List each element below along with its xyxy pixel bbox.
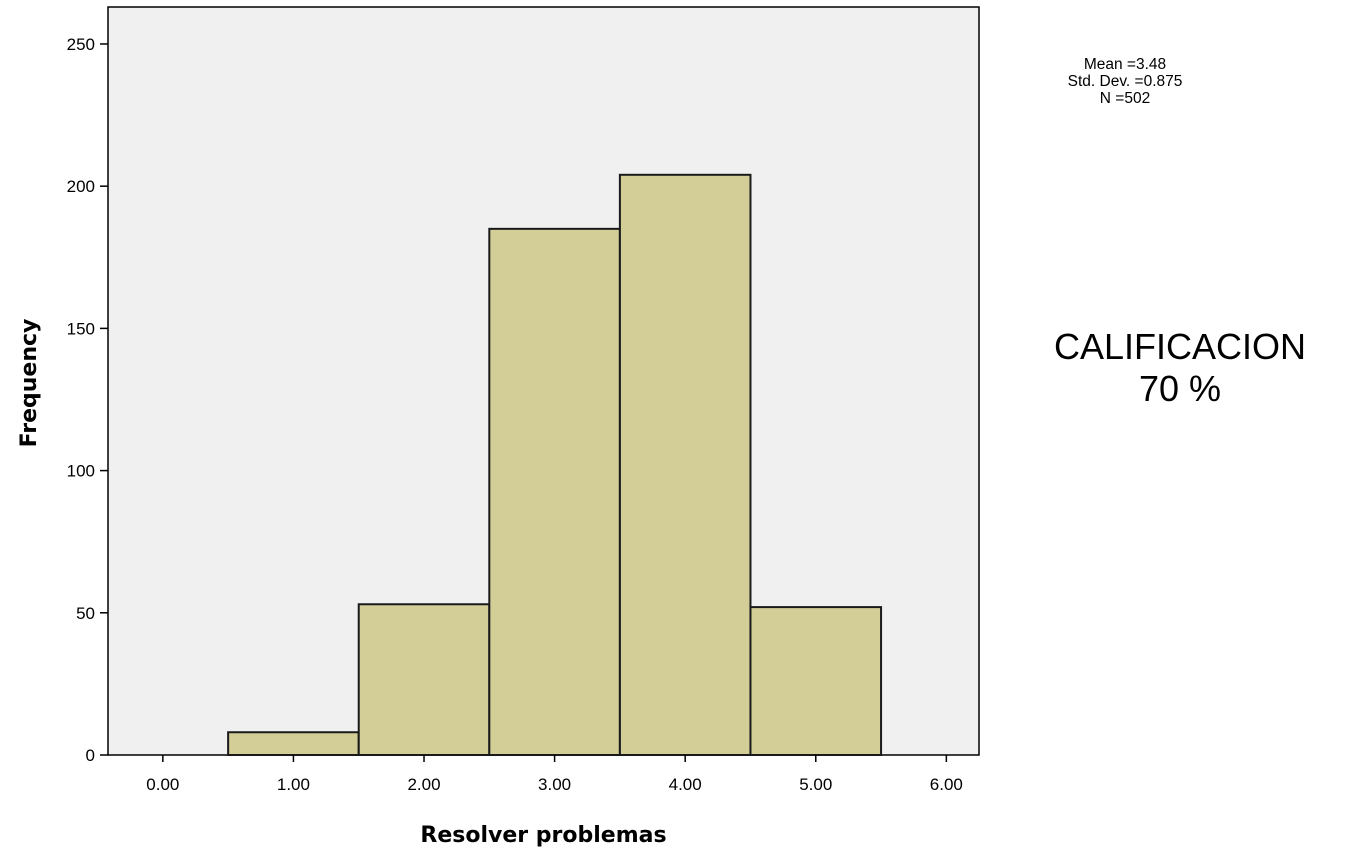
bars-group: [227, 173, 883, 756]
x-tick-label: 3.00: [538, 775, 571, 794]
x-axis-title: Resolver problemas: [420, 823, 666, 848]
x-tick-label: 2.00: [407, 775, 440, 794]
y-tick-label: 250: [67, 35, 95, 54]
statistics-legend: Mean =3.48 Std. Dev. =0.875 N =502: [1010, 56, 1240, 107]
x-axis: 0.00 1.00 2.00 3.00 4.00 5.00 6.00: [146, 755, 963, 794]
grade-annotation-title: CALIFICACION: [1053, 326, 1307, 367]
histogram-bar-1: [227, 731, 360, 756]
y-tick-label: 0: [86, 746, 95, 765]
histogram-bar-3: [488, 227, 621, 756]
x-tick-label: 1.00: [277, 775, 310, 794]
y-tick-label: 200: [67, 177, 95, 196]
x-tick-label: 0.00: [146, 775, 179, 794]
y-axis-title: Frequency: [17, 319, 42, 448]
y-tick-label: 100: [67, 462, 95, 481]
y-axis: 0 50 100 150 200 250: [67, 35, 108, 765]
stat-mean: Mean =3.48: [1083, 56, 1167, 73]
grade-annotation: CALIFICACION 70 %: [1040, 326, 1320, 410]
histogram-bar-2: [357, 603, 491, 756]
x-tick-label: 5.00: [799, 775, 832, 794]
stat-n: N =502: [1099, 90, 1151, 107]
x-tick-label: 6.00: [930, 775, 963, 794]
histogram-bar-5: [749, 606, 883, 756]
histogram-bar-4: [618, 173, 752, 756]
stat-std-dev: Std. Dev. =0.875: [1067, 73, 1183, 90]
y-tick-label: 50: [76, 604, 95, 623]
x-tick-label: 4.00: [669, 775, 702, 794]
y-tick-label: 150: [67, 319, 95, 338]
grade-annotation-value: 70 %: [1138, 368, 1222, 409]
